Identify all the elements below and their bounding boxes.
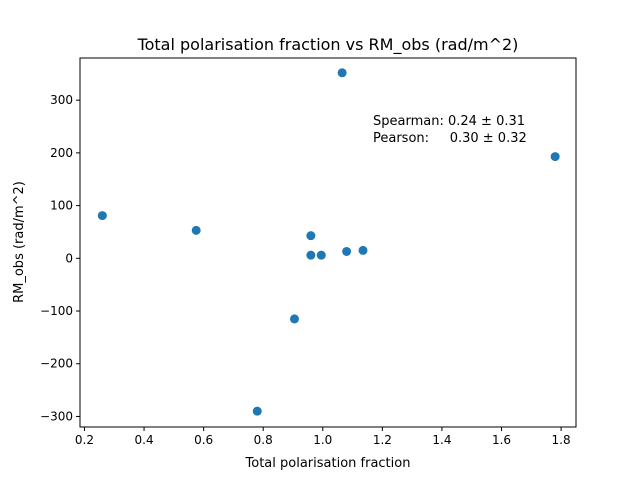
y-axis-label: RM_obs (rad/m^2)	[12, 181, 27, 303]
data-point	[306, 250, 316, 260]
x-tick-label: 0.6	[194, 433, 213, 447]
x-tick-label: 1.2	[373, 433, 392, 447]
data-point	[289, 314, 299, 324]
data-point	[97, 211, 107, 221]
y-tick-label: 100	[50, 199, 73, 213]
x-tick-label: 1.6	[492, 433, 511, 447]
spearman-annotation: Spearman: 0.24 ± 0.31	[373, 114, 525, 129]
chart-title: Total polarisation fraction vs RM_obs (r…	[137, 35, 519, 55]
data-point	[306, 231, 316, 241]
x-tick-label: 0.8	[254, 433, 273, 447]
data-point	[252, 406, 262, 416]
x-tick-label: 1.8	[552, 433, 571, 447]
pearson-annotation: Pearson: 0.30 ± 0.32	[373, 131, 527, 146]
x-tick-label: 0.2	[75, 433, 94, 447]
data-point	[337, 68, 347, 78]
y-tick-label: 0	[65, 251, 73, 265]
plot-frame	[79, 57, 577, 428]
x-tick-label: 0.4	[135, 433, 154, 447]
y-tick-label: 200	[50, 146, 73, 160]
data-point	[316, 250, 326, 260]
y-tick-label: −300	[40, 409, 73, 423]
data-point	[342, 246, 352, 256]
x-tick-label: 1.4	[432, 433, 451, 447]
x-axis-label: Total polarisation fraction	[245, 456, 411, 471]
x-axis-ticks: 0.2 0.4 0.6 0.8 1.0 1.2 1.4 1.6 1.8	[75, 427, 571, 447]
x-tick-label: 1.0	[313, 433, 332, 447]
y-tick-label: −100	[40, 304, 73, 318]
data-point	[191, 225, 201, 235]
y-tick-label: −200	[40, 357, 73, 371]
data-point	[550, 152, 560, 162]
data-point	[358, 245, 368, 255]
points-group	[97, 68, 560, 416]
y-axis-ticks: −300 −200 −100 0 100 200 300	[40, 93, 80, 423]
y-tick-label: 300	[50, 93, 73, 107]
